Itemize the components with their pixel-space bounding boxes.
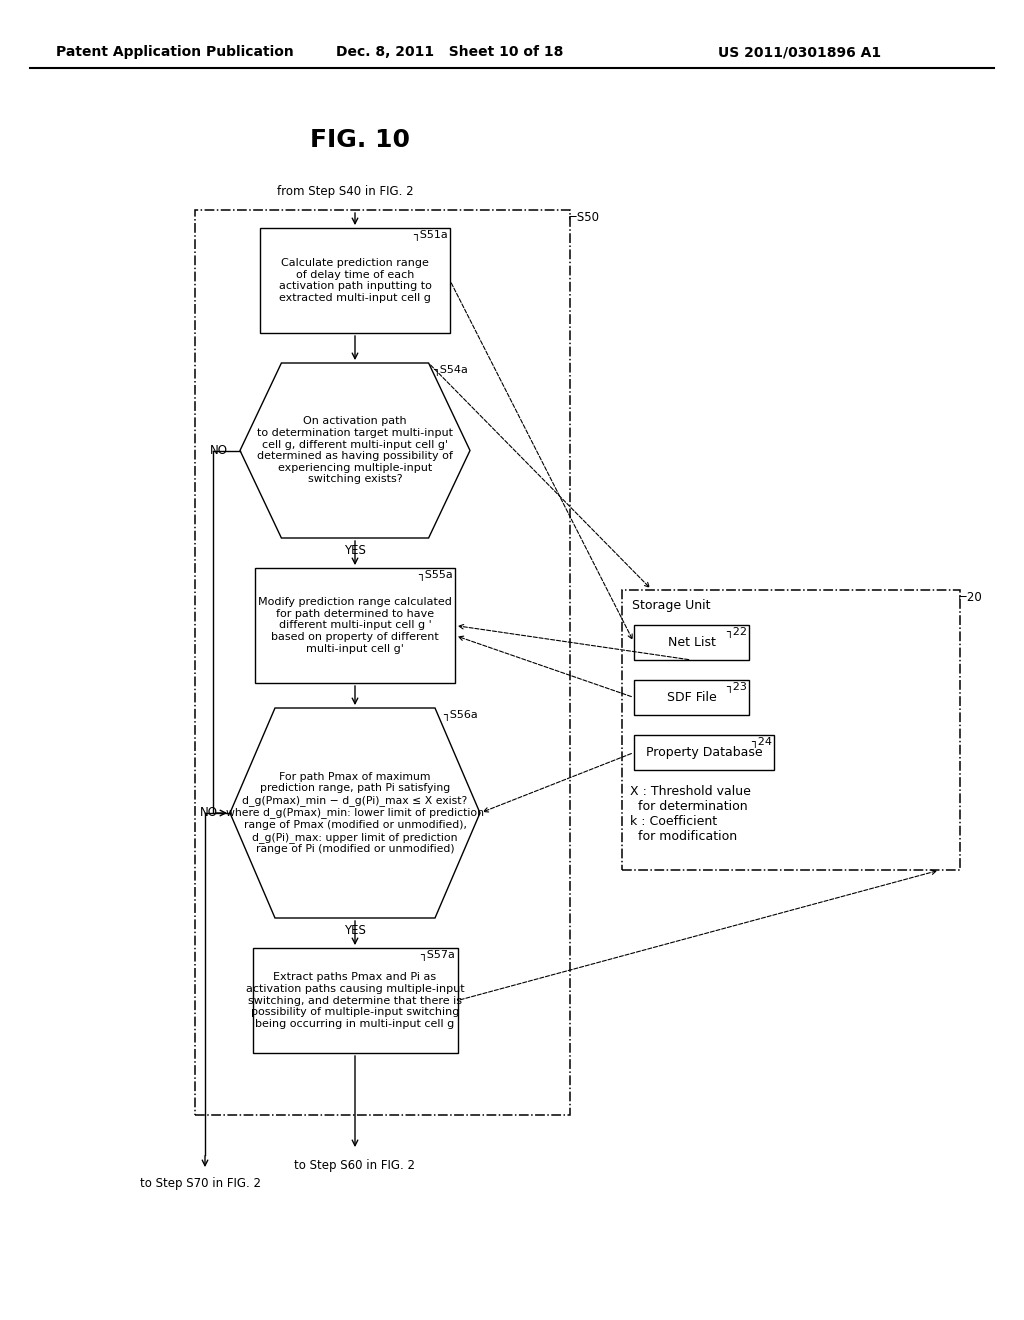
- Text: YES: YES: [344, 924, 366, 937]
- Text: ┐S54a: ┐S54a: [433, 366, 468, 376]
- Text: US 2011/0301896 A1: US 2011/0301896 A1: [719, 45, 882, 59]
- Text: FIG. 10: FIG. 10: [310, 128, 410, 152]
- Text: ┐S55a: ┐S55a: [418, 570, 453, 581]
- Text: ┐S51a: ┐S51a: [414, 230, 449, 242]
- Text: X : Threshold value
  for determination
k : Coefficient
  for modification: X : Threshold value for determination k …: [630, 785, 751, 843]
- Bar: [622, 590, 961, 870]
- Bar: [255, 568, 455, 682]
- Bar: [195, 210, 570, 1115]
- Text: ┐23: ┐23: [726, 682, 746, 693]
- Text: NO: NO: [200, 807, 218, 820]
- Text: SDF File: SDF File: [667, 690, 717, 704]
- Text: Property Database: Property Database: [646, 746, 762, 759]
- Text: Modify prediction range calculated
for path determined to have
different multi-i: Modify prediction range calculated for p…: [258, 597, 452, 653]
- Text: YES: YES: [344, 544, 366, 557]
- Text: from Step S40 in FIG. 2: from Step S40 in FIG. 2: [276, 186, 414, 198]
- Bar: [253, 948, 458, 1053]
- Text: ⌐20: ⌐20: [958, 591, 983, 605]
- Text: ┐S56a: ┐S56a: [443, 710, 478, 721]
- Bar: [634, 624, 749, 660]
- Text: On activation path
to determination target multi-input
cell g, different multi-i: On activation path to determination targ…: [257, 417, 453, 484]
- Text: For path Pmax of maximum
prediction range, path Pi satisfying
d_g(Pmax)_min − d_: For path Pmax of maximum prediction rang…: [226, 772, 484, 854]
- Polygon shape: [240, 363, 470, 539]
- Text: ┐22: ┐22: [726, 627, 746, 638]
- Bar: [260, 228, 450, 333]
- Text: Extract paths Pmax and Pi as
activation paths causing multiple-input
switching, : Extract paths Pmax and Pi as activation …: [246, 973, 464, 1028]
- Text: ┐S57a: ┐S57a: [421, 950, 456, 961]
- Text: Dec. 8, 2011   Sheet 10 of 18: Dec. 8, 2011 Sheet 10 of 18: [336, 45, 563, 59]
- Text: ┐24: ┐24: [751, 737, 772, 748]
- Text: Net List: Net List: [668, 636, 716, 649]
- Bar: [634, 735, 774, 770]
- Bar: [634, 680, 749, 715]
- Text: NO: NO: [210, 444, 228, 457]
- Text: to Step S70 in FIG. 2: to Step S70 in FIG. 2: [139, 1176, 260, 1189]
- Text: ⌐S50: ⌐S50: [568, 211, 600, 224]
- Text: to Step S60 in FIG. 2: to Step S60 in FIG. 2: [295, 1159, 416, 1172]
- Polygon shape: [230, 708, 480, 917]
- Text: Storage Unit: Storage Unit: [632, 599, 711, 612]
- Text: Patent Application Publication: Patent Application Publication: [56, 45, 294, 59]
- Text: Calculate prediction range
of delay time of each
activation path inputting to
ex: Calculate prediction range of delay time…: [279, 259, 431, 302]
